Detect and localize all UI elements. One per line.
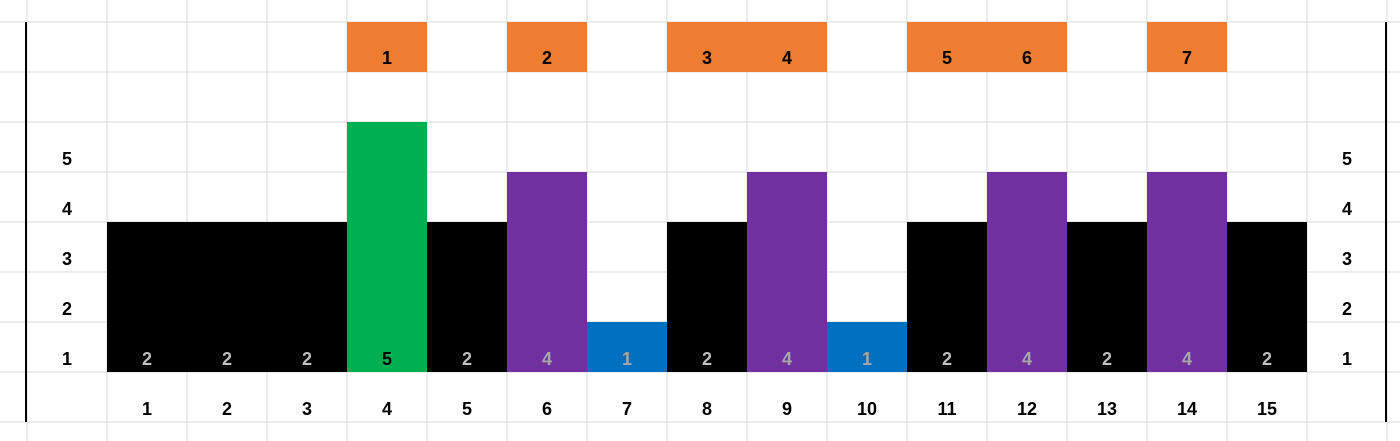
top-marker-label: 3 (702, 48, 712, 68)
top-marker-label: 7 (1182, 48, 1192, 68)
bar-2 (187, 222, 267, 372)
bar-4 (347, 122, 427, 372)
bar-8 (667, 222, 747, 372)
top-marker-label: 4 (782, 48, 792, 68)
bar-14 (1147, 172, 1227, 372)
y-tick-label-right: 2 (1342, 299, 1352, 319)
top-marker-2 (507, 22, 587, 72)
value-label: 4 (782, 349, 792, 369)
value-label: 1 (622, 349, 632, 369)
top-marker-6 (987, 22, 1067, 72)
value-label: 2 (702, 349, 712, 369)
bar-11 (907, 222, 987, 372)
value-label: 2 (142, 349, 152, 369)
x-tick-label: 12 (1017, 399, 1037, 419)
x-tick-label: 2 (222, 399, 232, 419)
x-tick-label: 13 (1097, 399, 1117, 419)
top-marker-4 (747, 22, 827, 72)
bar-10 (827, 322, 907, 372)
value-label: 4 (542, 349, 552, 369)
y-tick-label-left: 4 (62, 199, 72, 219)
bar-6 (507, 172, 587, 372)
x-tick-label: 10 (857, 399, 877, 419)
value-label: 4 (1182, 349, 1192, 369)
top-marker-1 (347, 22, 427, 72)
bar-9 (747, 172, 827, 372)
x-tick-label: 1 (142, 399, 152, 419)
bar-15 (1227, 222, 1307, 372)
top-marker-5 (907, 22, 987, 72)
top-marker-label: 6 (1022, 48, 1032, 68)
x-tick-label: 4 (382, 399, 392, 419)
value-label: 2 (462, 349, 472, 369)
bar-5 (427, 222, 507, 372)
top-marker-label: 5 (942, 48, 952, 68)
value-label: 2 (222, 349, 232, 369)
x-tick-label: 7 (622, 399, 632, 419)
bar-3 (267, 222, 347, 372)
y-tick-label-left: 2 (62, 299, 72, 319)
value-label: 2 (1262, 349, 1272, 369)
x-tick-label: 5 (462, 399, 472, 419)
value-label: 5 (382, 349, 392, 369)
y-tick-label-left: 1 (62, 349, 72, 369)
x-tick-label: 11 (937, 399, 956, 419)
value-label: 2 (302, 349, 312, 369)
y-tick-label-left: 5 (62, 149, 72, 169)
bar-13 (1067, 222, 1147, 372)
value-label: 2 (1102, 349, 1112, 369)
top-marker-7 (1147, 22, 1227, 72)
y-tick-label-right: 5 (1342, 149, 1352, 169)
value-label: 1 (862, 349, 872, 369)
y-tick-label-right: 1 (1342, 349, 1352, 369)
value-label: 2 (942, 349, 952, 369)
value-label: 4 (1022, 349, 1032, 369)
bar-1 (107, 222, 187, 372)
bar-7 (587, 322, 667, 372)
top-marker-label: 1 (382, 48, 392, 68)
bar-12 (987, 172, 1067, 372)
top-marker-3 (667, 22, 747, 72)
x-tick-label: 14 (1177, 399, 1197, 419)
y-tick-label-right: 4 (1342, 199, 1352, 219)
x-tick-label: 6 (542, 399, 552, 419)
y-tick-label-left: 3 (62, 249, 72, 269)
top-marker-label: 2 (542, 48, 552, 68)
x-tick-label: 8 (702, 399, 712, 419)
x-tick-label: 15 (1257, 399, 1277, 419)
x-tick-label: 3 (302, 399, 312, 419)
x-tick-label: 9 (782, 399, 792, 419)
y-tick-label-right: 3 (1342, 249, 1352, 269)
